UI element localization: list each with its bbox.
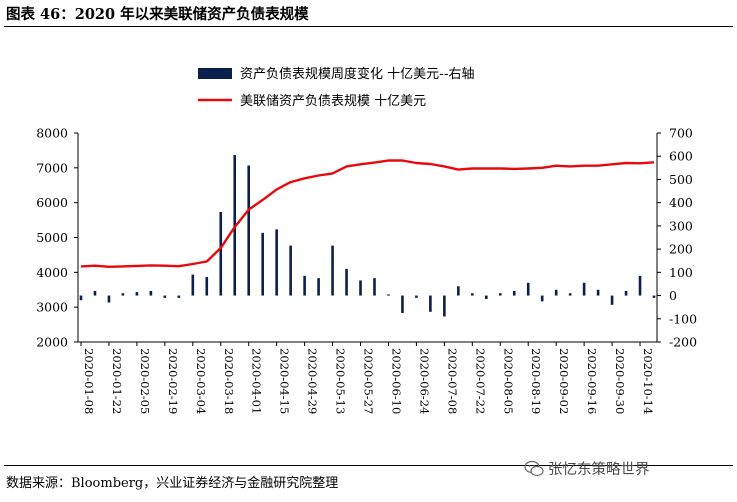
source-note: 数据来源：Bloomberg，兴业证券经济与金融研究院整理: [6, 476, 339, 491]
x-tick-label: 2020-05-13: [334, 348, 348, 414]
x-tick-label: 2020-09-02: [557, 348, 571, 414]
bar-weekly-change: [429, 295, 432, 312]
left-tick-label: 2000: [36, 335, 68, 350]
x-tick-labels: 2020-01-08 2020-01-22 2020-02-05 2020-02-19…: [80, 342, 655, 414]
footer-divider: [4, 465, 733, 466]
right-tick-label: 600: [669, 149, 693, 164]
x-tick-label: 2020-04-15: [278, 348, 292, 414]
left-tick-label: 6000: [36, 195, 68, 210]
bar-weekly-change: [401, 295, 404, 313]
bar-weekly-change: [331, 245, 334, 296]
x-tick-label: 2020-08-05: [501, 348, 515, 414]
right-tick-label: 200: [669, 242, 693, 257]
x-tick-label: 2020-06-24: [417, 348, 431, 414]
x-tick-label: 2020-02-19: [166, 348, 180, 414]
right-tick-label: 300: [669, 218, 693, 233]
bar-weekly-change: [415, 295, 418, 298]
bar-weekly-change: [540, 295, 544, 302]
left-tick-label: 3000: [36, 300, 68, 315]
bar-weekly-change: [373, 278, 376, 296]
x-tick-label: 2020-06-10: [389, 348, 403, 414]
right-tick-label: 0: [669, 288, 677, 303]
bar-weekly-change: [345, 268, 348, 296]
title-divider: [4, 26, 733, 27]
bar-weekly-change: [652, 295, 656, 298]
right-tick-label: 400: [669, 195, 693, 210]
bar-weekly-change: [303, 275, 306, 296]
right-tick-label: 100: [669, 265, 693, 280]
line-balance-sheet: [80, 159, 655, 268]
bar-weekly-change: [107, 295, 111, 303]
watermark-text: 张忆东策略世界: [548, 462, 650, 478]
bar-weekly-change: [596, 289, 600, 296]
x-tick-label: 2020-04-29: [306, 348, 320, 414]
x-tick-label: 2020-04-01: [250, 348, 264, 414]
bar-weekly-change: [93, 290, 97, 296]
wechat-icon: [524, 460, 544, 477]
x-tick-label: 2020-09-16: [585, 348, 599, 414]
bar-weekly-change: [624, 290, 628, 296]
bar-weekly-change: [289, 245, 292, 296]
x-tick-label: 2020-01-08: [82, 348, 96, 414]
bar-weekly-change: [205, 276, 209, 296]
line-series: [80, 159, 655, 268]
bar-weekly-change: [457, 286, 460, 296]
bar-weekly-change: [261, 232, 264, 296]
left-tick-label: 4000: [36, 265, 68, 280]
bar-weekly-change: [638, 275, 642, 296]
axes: 2000 3000 4000 5000 6000 7000 8000 -200 -100 0 100…: [36, 126, 697, 350]
x-tick-label: 2020-07-08: [445, 348, 459, 414]
bar-weekly-change: [135, 292, 139, 296]
bar-weekly-change: [247, 165, 251, 296]
right-tick-label: 500: [669, 172, 693, 187]
bar-weekly-change: [484, 295, 488, 300]
bar-weekly-change: [163, 295, 167, 298]
bar-weekly-change: [554, 289, 558, 296]
chart-title: 图表 46：2020 年以来美联储资产负债表规模: [6, 6, 309, 23]
right-tick-label: -200: [669, 335, 697, 350]
bar-weekly-change: [526, 282, 530, 296]
bar-weekly-change: [610, 295, 614, 305]
x-tick-label: 2020-08-19: [529, 348, 543, 414]
bar-weekly-change: [443, 295, 446, 317]
bar-weekly-change: [568, 293, 572, 296]
left-tick-label: 7000: [36, 160, 68, 175]
x-tick-label: 2020-02-05: [138, 348, 152, 414]
x-tick-label: 2020-07-22: [473, 348, 487, 414]
x-tick-label: 2020-10-14: [641, 348, 655, 414]
x-tick-label: 2020-05-27: [362, 348, 376, 414]
bar-weekly-change: [471, 293, 474, 296]
x-tick-label: 2020-03-04: [194, 348, 208, 414]
right-tick-label: -100: [669, 311, 697, 326]
legend-label-line: 美联储资产负债表规模 十亿美元: [240, 94, 426, 109]
bar-weekly-change: [177, 295, 181, 298]
bar-weekly-change: [387, 294, 390, 296]
right-tick-label: 700: [669, 126, 693, 141]
bar-weekly-change: [121, 293, 125, 296]
bar-weekly-change: [275, 229, 278, 296]
bar-weekly-change: [359, 280, 362, 296]
bar-weekly-change: [582, 282, 586, 296]
left-tick-label: 5000: [36, 230, 68, 245]
bar-weekly-change: [219, 211, 223, 296]
bar-weekly-change: [498, 293, 502, 296]
legend-swatch-bar: [198, 68, 232, 79]
x-tick-label: 2020-01-22: [110, 348, 124, 414]
bar-series: [79, 155, 656, 317]
x-tick-label: 2020-09-30: [613, 348, 627, 414]
bar-weekly-change: [149, 290, 153, 296]
bar-weekly-change: [317, 278, 320, 296]
legend-label-bar: 资产负债表规模周度变化 十亿美元--右轴: [240, 66, 475, 82]
bar-weekly-change: [191, 274, 195, 296]
bar-weekly-change: [512, 290, 516, 296]
left-tick-label: 8000: [36, 126, 68, 141]
bar-weekly-change: [79, 295, 83, 301]
x-tick-label: 2020-03-18: [222, 348, 236, 414]
